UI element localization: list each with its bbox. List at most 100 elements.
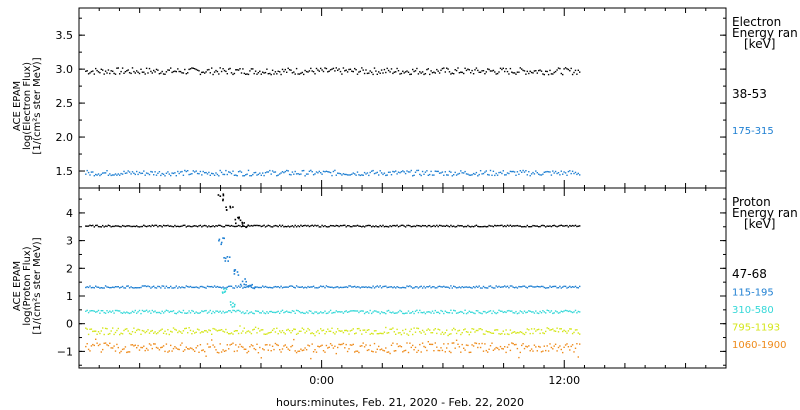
data-point	[301, 225, 303, 227]
data-point	[475, 224, 478, 226]
data-point	[522, 69, 524, 72]
data-point	[423, 73, 425, 76]
data-point	[556, 327, 558, 329]
data-point	[368, 329, 370, 331]
data-point	[550, 286, 553, 288]
data-point	[90, 171, 93, 173]
data-point	[358, 286, 360, 288]
data-point	[184, 349, 186, 351]
data-point	[121, 333, 124, 335]
data-point	[335, 174, 337, 176]
data-point	[236, 350, 238, 352]
data-point	[188, 173, 190, 176]
data-point	[294, 312, 296, 314]
data-point	[223, 237, 225, 240]
data-point	[179, 171, 182, 173]
data-point	[262, 225, 264, 227]
data-point	[112, 286, 114, 288]
data-point	[331, 68, 333, 70]
data-point	[351, 226, 353, 228]
data-point	[164, 350, 166, 353]
data-point	[133, 225, 135, 227]
data-point	[560, 287, 562, 289]
data-point	[566, 310, 568, 312]
data-point	[457, 67, 459, 69]
data-point	[351, 329, 353, 331]
data-point	[226, 173, 228, 176]
data-point	[160, 312, 162, 315]
data-point	[322, 70, 325, 73]
data-point	[346, 286, 349, 289]
data-point	[266, 311, 268, 313]
data-point	[320, 172, 322, 174]
y-tick-label: 4	[66, 207, 73, 220]
data-point	[437, 225, 439, 228]
data-point	[453, 73, 455, 75]
data-point	[491, 174, 493, 176]
data-point	[222, 330, 224, 332]
data-point	[287, 286, 289, 288]
data-point	[372, 225, 374, 227]
data-point	[286, 346, 288, 348]
data-point	[406, 333, 408, 335]
data-point	[127, 285, 129, 287]
data-point	[509, 310, 512, 312]
data-point	[385, 174, 387, 177]
data-point	[461, 172, 463, 174]
data-point	[546, 70, 548, 73]
data-point	[458, 311, 461, 313]
data-point	[121, 285, 124, 288]
data-point	[314, 334, 316, 337]
data-point	[157, 69, 159, 71]
data-point	[245, 280, 247, 283]
data-point	[341, 174, 343, 176]
data-point	[327, 71, 329, 73]
data-point	[256, 73, 258, 75]
data-point	[291, 225, 294, 227]
data-point	[338, 172, 340, 175]
data-point	[570, 172, 572, 175]
data-point	[144, 349, 146, 352]
data-point	[373, 342, 376, 345]
data-point	[501, 310, 503, 312]
data-point	[417, 311, 420, 314]
data-point	[304, 69, 306, 72]
data-point	[102, 310, 104, 312]
data-point	[569, 328, 571, 330]
data-point	[362, 69, 364, 71]
data-point	[322, 329, 325, 331]
data-point	[359, 329, 361, 332]
data-point	[385, 347, 387, 349]
data-point	[519, 286, 521, 288]
data-point	[446, 286, 448, 288]
data-point	[348, 174, 350, 176]
data-point	[348, 225, 350, 227]
data-point	[492, 332, 495, 334]
data-point	[87, 348, 90, 351]
data-point	[233, 270, 236, 272]
data-point	[164, 73, 166, 75]
data-point	[288, 330, 291, 332]
data-point	[170, 344, 172, 347]
data-point	[407, 71, 410, 73]
data-point	[413, 327, 415, 329]
data-point	[482, 350, 485, 352]
data-point	[355, 286, 357, 289]
data-point	[198, 329, 200, 331]
y-tick-label: −1	[57, 345, 73, 358]
data-point	[560, 310, 562, 312]
data-point	[549, 225, 551, 227]
data-point	[102, 287, 104, 289]
data-point	[127, 225, 129, 227]
data-point	[447, 68, 449, 70]
data-point	[250, 68, 253, 70]
data-point	[233, 273, 236, 275]
data-point	[123, 311, 125, 313]
data-point	[95, 330, 97, 332]
data-point	[175, 175, 177, 177]
data-point	[215, 286, 217, 288]
data-point	[211, 67, 213, 69]
data-point	[191, 226, 193, 228]
data-point	[356, 328, 359, 330]
data-point	[206, 173, 209, 175]
